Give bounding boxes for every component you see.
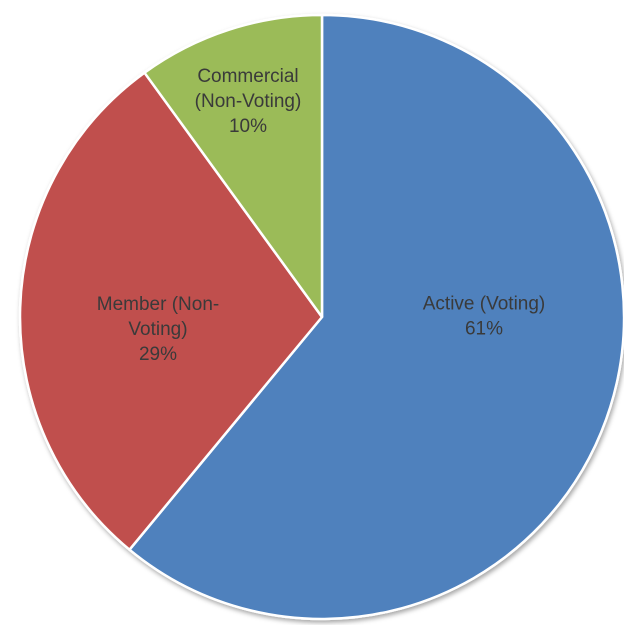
data-label-line: 29% bbox=[139, 344, 177, 365]
pie-slices bbox=[20, 15, 624, 619]
data-label-line: 61% bbox=[465, 319, 503, 340]
data-label-line: Commercial bbox=[197, 66, 298, 87]
data-label-line: (Non-Voting) bbox=[195, 91, 302, 112]
data-label-line: Voting) bbox=[128, 319, 187, 340]
data-label-line: Active (Voting) bbox=[423, 294, 546, 315]
data-label-line: 10% bbox=[229, 116, 267, 137]
data-label-line: Member (Non- bbox=[97, 294, 219, 315]
